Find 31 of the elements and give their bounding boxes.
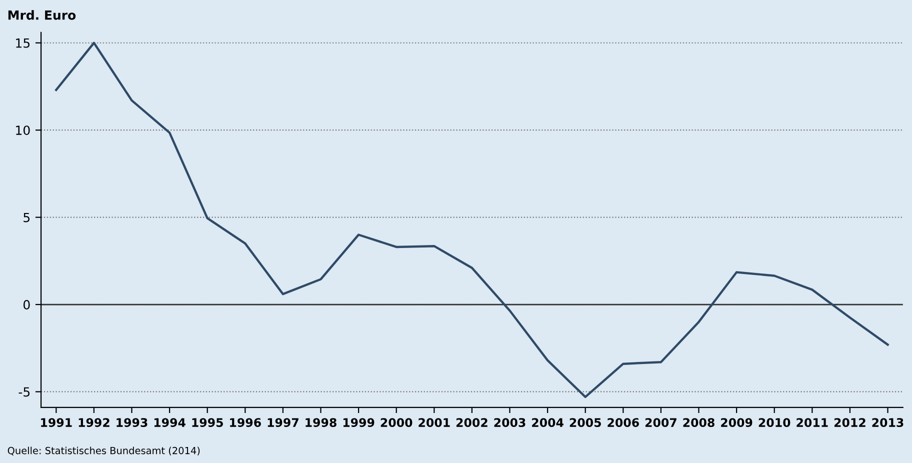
x-tick-label: 1995	[192, 418, 223, 427]
y-tick-label: 0	[23, 300, 30, 310]
x-tick-label: 2007	[645, 418, 676, 427]
x-tick-label: 1996	[230, 418, 261, 427]
x-tick-label: 2006	[608, 418, 639, 427]
x-tick-label: 1999	[343, 418, 374, 427]
x-tick-label: 1992	[78, 418, 110, 427]
x-tick-label: 2009	[721, 418, 752, 427]
y-tick-label: 15	[16, 38, 30, 48]
x-tick-label: 2011	[796, 418, 828, 427]
line-series	[55, 42, 889, 398]
x-tick-label: 2001	[418, 418, 450, 427]
x-tick-label: 2013	[872, 418, 904, 427]
x-tick-label: 2003	[494, 418, 526, 427]
y-tick-label: -5	[18, 387, 30, 397]
x-tick-label: 2012	[834, 418, 866, 427]
x-tick-label: 2010	[758, 418, 790, 427]
x-tick-label: 1998	[306, 418, 336, 427]
x-tick-label: 2008	[683, 418, 714, 427]
x-tick-label: 2004	[532, 418, 564, 427]
x-tick-label: 1993	[116, 418, 148, 427]
y-tick-label: 10	[16, 126, 30, 136]
source-note: Quelle: Statistisches Bundesamt (2014)	[8, 446, 200, 456]
x-tick-label: 1994	[154, 418, 186, 427]
y-tick-label: 5	[24, 212, 30, 222]
x-tick-label: 2002	[456, 418, 488, 427]
x-tick-label: 1997	[268, 418, 298, 427]
x-tick-label: 2005	[570, 418, 601, 427]
x-tick-label: 1991	[41, 418, 72, 427]
y-axis-title: Mrd. Euro	[8, 10, 76, 20]
x-tick-label: 2000	[380, 418, 412, 427]
